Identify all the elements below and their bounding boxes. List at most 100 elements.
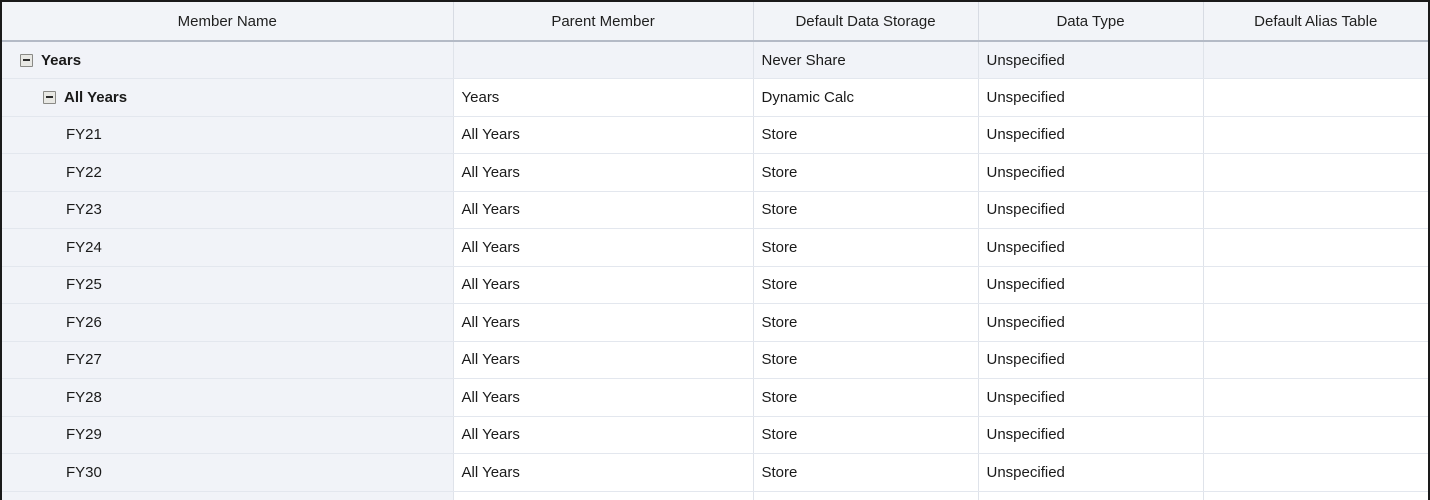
cell-member-name[interactable]: FY29: [2, 416, 454, 454]
member-name-wrapper: FY24: [10, 229, 445, 265]
cell-default-alias-table[interactable]: [1203, 78, 1428, 117]
cell-parent-member[interactable]: All Years: [453, 191, 754, 229]
cell-parent-member[interactable]: All Years: [453, 378, 754, 417]
cell-parent-member[interactable]: [453, 491, 754, 500]
cell-parent-member[interactable]: Years: [453, 78, 754, 117]
member-name-label: FY23: [66, 201, 102, 219]
cell-parent-member[interactable]: All Years: [453, 228, 754, 267]
cell-default-alias-table[interactable]: [1203, 228, 1428, 267]
column-header-member-name[interactable]: Member Name: [2, 2, 454, 41]
cell-default-alias-table[interactable]: [1203, 303, 1428, 342]
table-row[interactable]: FY23 All Years Store Unspecified: [2, 191, 1428, 229]
member-name-label: FY25: [66, 276, 102, 294]
cell-default-alias-table[interactable]: [1203, 341, 1428, 379]
cell-default-data-storage[interactable]: Store: [753, 228, 979, 267]
cell-default-alias-table[interactable]: [1203, 153, 1428, 192]
cell-member-name[interactable]: FY30: [2, 453, 454, 492]
cell-default-data-storage[interactable]: Store: [753, 416, 979, 454]
cell-data-type[interactable]: Unspecified: [978, 191, 1204, 229]
cell-member-name[interactable]: FY28: [2, 378, 454, 417]
table-row[interactable]: FY27 All Years Store Unspecified: [2, 341, 1428, 379]
member-name-wrapper: Years: [10, 42, 445, 78]
member-name-label: FY26: [66, 313, 102, 331]
cell-default-data-storage[interactable]: Store: [753, 153, 979, 192]
member-name-wrapper: FY30: [10, 454, 445, 490]
column-header-parent-member[interactable]: Parent Member: [453, 2, 754, 41]
cell-parent-member[interactable]: All Years: [453, 303, 754, 342]
cell-data-type[interactable]: Unspecified: [978, 266, 1204, 304]
table-row[interactable]: FY30 All Years Store Unspecified: [2, 453, 1428, 492]
cell-parent-member[interactable]: All Years: [453, 153, 754, 192]
column-header-default-alias-table[interactable]: Default Alias Table: [1203, 2, 1428, 41]
table-row[interactable]: [2, 491, 1428, 500]
cell-default-data-storage[interactable]: Store: [753, 453, 979, 492]
member-name-label: FY27: [66, 351, 102, 369]
cell-data-type[interactable]: Unspecified: [978, 78, 1204, 117]
cell-member-name[interactable]: FY25: [2, 266, 454, 304]
table-row[interactable]: FY29 All Years Store Unspecified: [2, 416, 1428, 454]
cell-default-data-storage[interactable]: Store: [753, 303, 979, 342]
cell-parent-member[interactable]: All Years: [453, 341, 754, 379]
cell-member-name[interactable]: FY22: [2, 153, 454, 192]
table-row[interactable]: All Years Years Dynamic Calc Unspecified: [2, 78, 1428, 117]
column-header-data-type[interactable]: Data Type: [978, 2, 1204, 41]
cell-member-name[interactable]: FY24: [2, 228, 454, 267]
cell-member-name[interactable]: Years: [2, 41, 454, 79]
table-row[interactable]: Years Never Share Unspecified: [2, 41, 1428, 79]
cell-member-name[interactable]: FY21: [2, 116, 454, 154]
cell-default-alias-table[interactable]: [1203, 266, 1428, 304]
cell-data-type[interactable]: Unspecified: [978, 303, 1204, 342]
table-row[interactable]: FY21 All Years Store Unspecified: [2, 116, 1428, 154]
cell-data-type[interactable]: Unspecified: [978, 416, 1204, 454]
table-row[interactable]: FY22 All Years Store Unspecified: [2, 153, 1428, 192]
member-name-wrapper: FY29: [10, 417, 445, 453]
cell-member-name[interactable]: FY27: [2, 341, 454, 379]
cell-data-type[interactable]: Unspecified: [978, 378, 1204, 417]
cell-parent-member[interactable]: All Years: [453, 266, 754, 304]
cell-data-type[interactable]: Unspecified: [978, 153, 1204, 192]
cell-default-data-storage[interactable]: [753, 491, 979, 500]
cell-default-alias-table[interactable]: [1203, 191, 1428, 229]
collapse-icon[interactable]: [43, 90, 56, 104]
cell-default-data-storage[interactable]: Never Share: [753, 41, 979, 79]
cell-default-alias-table[interactable]: [1203, 453, 1428, 492]
member-name-wrapper: FY26: [10, 304, 445, 340]
cell-data-type[interactable]: Unspecified: [978, 453, 1204, 492]
cell-default-data-storage[interactable]: Store: [753, 341, 979, 379]
member-name-wrapper: FY23: [10, 192, 445, 228]
table-row[interactable]: FY24 All Years Store Unspecified: [2, 228, 1428, 267]
header-row: Member Name Parent Member Default Data S…: [2, 2, 1428, 41]
member-name-label: FY22: [66, 163, 102, 181]
cell-member-name[interactable]: [2, 491, 454, 500]
table-row[interactable]: FY26 All Years Store Unspecified: [2, 303, 1428, 342]
cell-data-type[interactable]: Unspecified: [978, 228, 1204, 267]
cell-default-alias-table[interactable]: [1203, 491, 1428, 500]
table-row[interactable]: FY28 All Years Store Unspecified: [2, 378, 1428, 417]
column-header-default-data-storage[interactable]: Default Data Storage: [753, 2, 979, 41]
cell-member-name[interactable]: All Years: [2, 78, 454, 117]
cell-default-data-storage[interactable]: Dynamic Calc: [753, 78, 979, 117]
cell-member-name[interactable]: FY23: [2, 191, 454, 229]
cell-default-data-storage[interactable]: Store: [753, 266, 979, 304]
table-row[interactable]: FY25 All Years Store Unspecified: [2, 266, 1428, 304]
cell-default-data-storage[interactable]: Store: [753, 191, 979, 229]
cell-default-alias-table[interactable]: [1203, 416, 1428, 454]
cell-parent-member[interactable]: All Years: [453, 453, 754, 492]
cell-default-alias-table[interactable]: [1203, 41, 1428, 79]
cell-data-type[interactable]: [978, 491, 1204, 500]
collapse-icon[interactable]: [20, 53, 33, 67]
member-name-label: Years: [41, 51, 82, 69]
member-name-wrapper: All Years: [10, 79, 445, 115]
cell-member-name[interactable]: FY26: [2, 303, 454, 342]
cell-default-alias-table[interactable]: [1203, 378, 1428, 417]
cell-data-type[interactable]: Unspecified: [978, 116, 1204, 154]
cell-parent-member[interactable]: [453, 41, 754, 79]
cell-parent-member[interactable]: All Years: [453, 116, 754, 154]
cell-default-data-storage[interactable]: Store: [753, 116, 979, 154]
cell-data-type[interactable]: Unspecified: [978, 41, 1204, 79]
cell-parent-member[interactable]: All Years: [453, 416, 754, 454]
cell-default-data-storage[interactable]: Store: [753, 378, 979, 417]
cell-data-type[interactable]: Unspecified: [978, 341, 1204, 379]
cell-default-alias-table[interactable]: [1203, 116, 1428, 154]
